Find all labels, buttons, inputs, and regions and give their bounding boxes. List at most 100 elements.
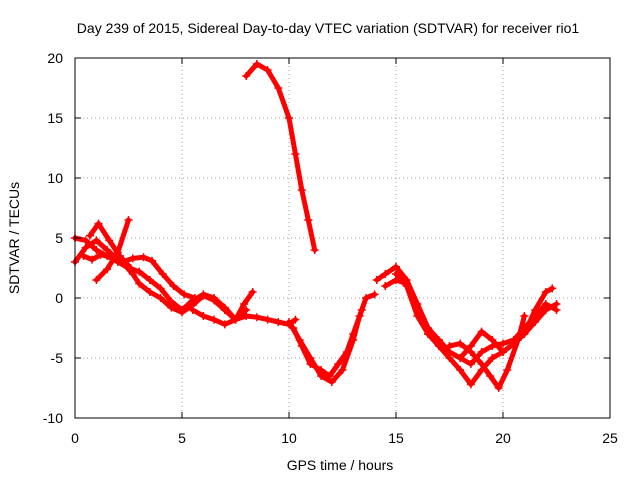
data-point bbox=[466, 348, 475, 356]
data-point bbox=[531, 318, 540, 326]
data-point bbox=[413, 312, 422, 320]
x-tick-label: 10 bbox=[281, 430, 297, 446]
series-line-4 bbox=[93, 217, 131, 283]
data-point bbox=[334, 360, 343, 368]
x-tick-label: 15 bbox=[388, 430, 404, 446]
data-point bbox=[520, 312, 529, 320]
data-point bbox=[139, 253, 148, 262]
data-point bbox=[499, 339, 507, 348]
y-tick-label: -10 bbox=[43, 410, 63, 426]
y-axis: -10 -5 0 5 10 15 20 bbox=[43, 50, 610, 426]
data-point bbox=[263, 315, 272, 324]
data-point bbox=[285, 114, 293, 122]
data-point bbox=[169, 282, 178, 290]
data-point bbox=[248, 288, 257, 296]
data-point bbox=[477, 327, 486, 336]
series-line-7 bbox=[243, 61, 318, 253]
data-point bbox=[513, 336, 522, 344]
y-tick-label: 5 bbox=[55, 230, 63, 246]
data-point bbox=[357, 306, 366, 314]
chart-title: Day 239 of 2015, Sidereal Day-to-day VTE… bbox=[77, 20, 580, 36]
series-line-13 bbox=[447, 313, 527, 391]
data-point bbox=[402, 282, 411, 290]
x-tick-label: 0 bbox=[71, 430, 79, 446]
data-point bbox=[145, 276, 154, 284]
x-tick-label: 20 bbox=[495, 430, 511, 446]
data-point bbox=[180, 290, 189, 299]
data-point bbox=[240, 300, 249, 308]
data-point bbox=[499, 348, 507, 356]
data-point bbox=[466, 360, 475, 368]
data-point bbox=[456, 366, 465, 374]
data-point bbox=[92, 236, 101, 245]
data-point bbox=[158, 270, 167, 278]
y-tick-label: 15 bbox=[47, 110, 63, 126]
data-point bbox=[220, 320, 229, 329]
data-point bbox=[494, 384, 503, 392]
data-point bbox=[92, 276, 101, 284]
data-point bbox=[88, 255, 97, 264]
data-point bbox=[531, 306, 540, 314]
data-point bbox=[456, 339, 465, 348]
series-line-3 bbox=[81, 252, 198, 301]
data-point bbox=[124, 216, 133, 224]
data-point bbox=[135, 267, 144, 276]
data-point bbox=[252, 313, 261, 322]
data-point bbox=[285, 318, 293, 326]
data-point bbox=[274, 318, 283, 326]
data-point bbox=[96, 250, 105, 259]
data-point bbox=[167, 297, 176, 306]
data-point bbox=[190, 294, 199, 302]
data-point bbox=[552, 300, 561, 308]
data-point bbox=[520, 330, 529, 338]
data-point bbox=[338, 366, 347, 374]
data-point bbox=[381, 270, 390, 278]
data-point bbox=[79, 252, 88, 260]
data-point bbox=[327, 378, 336, 386]
data-point bbox=[304, 216, 313, 224]
data-point bbox=[349, 330, 358, 338]
data-point bbox=[370, 290, 379, 299]
data-point bbox=[156, 284, 165, 293]
data-point bbox=[274, 84, 283, 92]
data-point bbox=[135, 279, 144, 288]
series-layer bbox=[71, 60, 561, 392]
data-point bbox=[342, 348, 351, 356]
data-point bbox=[424, 330, 433, 338]
data-point bbox=[92, 246, 101, 254]
data-point bbox=[81, 236, 90, 245]
data-point bbox=[503, 366, 512, 374]
data-point bbox=[289, 324, 298, 332]
data-point bbox=[541, 288, 550, 296]
data-point bbox=[263, 66, 272, 74]
data-point bbox=[199, 312, 208, 320]
data-point bbox=[115, 252, 124, 260]
y-tick-label: -5 bbox=[51, 350, 64, 366]
data-point bbox=[94, 219, 103, 228]
data-point bbox=[325, 372, 334, 380]
data-point bbox=[310, 246, 319, 254]
data-point bbox=[291, 315, 300, 324]
data-point bbox=[199, 290, 208, 299]
data-point bbox=[317, 366, 326, 374]
data-point bbox=[242, 72, 251, 80]
data-point bbox=[252, 60, 261, 68]
data-point bbox=[128, 254, 137, 263]
data-point bbox=[362, 294, 371, 302]
data-point bbox=[477, 360, 486, 368]
data-point bbox=[85, 231, 94, 240]
data-point bbox=[188, 306, 197, 314]
data-point bbox=[372, 276, 381, 284]
data-point bbox=[392, 262, 400, 271]
data-point bbox=[445, 342, 454, 350]
data-point bbox=[541, 306, 550, 314]
data-point bbox=[105, 236, 114, 245]
data-point bbox=[178, 306, 186, 314]
data-point bbox=[392, 270, 400, 278]
data-point bbox=[220, 303, 229, 312]
data-point bbox=[297, 342, 306, 350]
data-point bbox=[297, 186, 306, 194]
data-point bbox=[291, 150, 300, 158]
data-point bbox=[306, 360, 315, 368]
data-point bbox=[81, 243, 90, 252]
